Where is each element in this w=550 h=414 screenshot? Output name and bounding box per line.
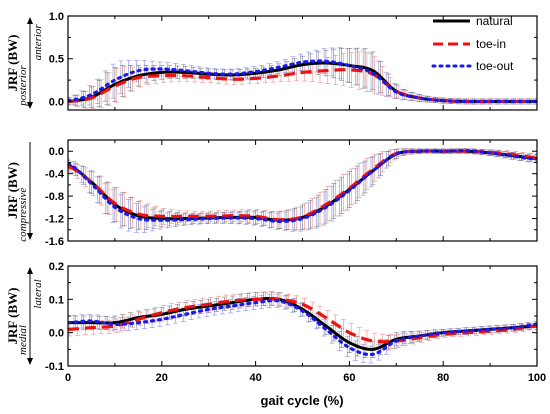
y-direction-bottom-label: posterior: [17, 65, 29, 107]
series-line-toe-in: [68, 297, 537, 344]
y-direction-top-label: lateral: [32, 279, 44, 308]
y-tick-label: -0.8: [45, 191, 64, 203]
y-tick-label: 0.0: [49, 328, 64, 340]
x-tick-label: 60: [343, 372, 355, 384]
panel-2: 0.0 -0.4 -0.8 -1.2 -1.6 JRF (BW)compressive: [5, 139, 538, 248]
y-tick-label: 1.0: [49, 11, 64, 23]
direction-arrow: [27, 17, 33, 109]
legend-label-toe-out: toe-out: [476, 59, 514, 73]
y-axis-label: JRF (BW): [5, 162, 20, 219]
legend-label-natural: natural: [476, 14, 513, 28]
y-direction-bottom-label: medial: [17, 325, 29, 355]
y-tick-label: 0.0: [49, 96, 64, 108]
x-tick-label: 100: [528, 372, 546, 384]
x-tick-label: 0: [65, 372, 71, 384]
y-tick-label: -1.6: [45, 236, 64, 248]
legend-label-toe-in: toe-in: [476, 37, 506, 51]
x-tick-label: 20: [156, 372, 168, 384]
series-line-toe-in: [68, 68, 537, 104]
y-tick-label: 0.0: [49, 146, 64, 158]
panel-3: 0.2 0.1 0.0 -0.10 20 40 60 80 100 JRF (BW) lateral…: [5, 261, 546, 384]
direction-arrow: [27, 142, 33, 240]
y-tick-label: 0.1: [49, 294, 64, 306]
legend: natural toe-in toe-out: [431, 14, 514, 73]
x-tick-label: 40: [249, 372, 261, 384]
series-line-toe-out: [68, 59, 537, 104]
direction-arrow: [27, 267, 33, 365]
plot-area: [68, 291, 537, 364]
y-axis-label: JRF (BW): [5, 288, 20, 345]
y-axis-label: JRF (BW): [5, 35, 20, 92]
plot-area: [68, 148, 537, 233]
y-tick-label: -1.2: [45, 214, 64, 226]
series-line-toe-out: [68, 298, 537, 357]
y-tick-label: 0.5: [49, 54, 64, 66]
y-direction-bottom-label: compressive: [17, 188, 29, 242]
x-axis-label: gait cycle (%): [260, 393, 343, 408]
y-tick-label: 0.2: [49, 261, 64, 273]
y-tick-label: -0.1: [45, 361, 64, 373]
y-direction-top-label: anterior: [32, 24, 44, 61]
series-line-toe-out: [68, 149, 537, 223]
y-tick-label: -0.4: [45, 169, 65, 181]
plot-area: [68, 47, 537, 109]
x-tick-label: 80: [437, 372, 449, 384]
